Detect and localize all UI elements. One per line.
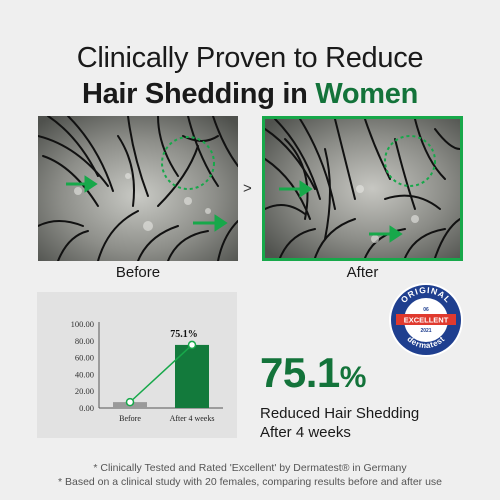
result-description: Reduced Hair Shedding After 4 weeks (260, 404, 419, 442)
y-tick-label: 80.00 (75, 336, 94, 346)
seal-bottom-text: dermatest (405, 334, 446, 350)
y-tick-label: 20.00 (75, 386, 94, 396)
svg-text:dermatest: dermatest (405, 334, 446, 350)
data-label: 75.1% (170, 329, 198, 340)
point-marker-0 (125, 397, 135, 407)
seal-rating: EXCELLENT (404, 316, 449, 325)
chart-panel: 100.00 80.00 60.00 40.00 20.00 0.00 Before Afte… (37, 292, 237, 438)
dermatest-seal: ORIGINAL dermatest 06 EXCELLENT 2021 (388, 282, 464, 358)
headline-line-2: Hair Shedding in Women (0, 76, 500, 112)
before-highlight-circle (161, 136, 215, 190)
result-desc-line-2: After 4 weeks (260, 424, 351, 441)
shedding-bar-chart: 100.00 80.00 60.00 40.00 20.00 0.00 Before Afte… (71, 319, 223, 423)
before-label: Before (115, 264, 161, 281)
after-scalp-photo (262, 116, 463, 261)
result-percentage: 75.1% (260, 352, 366, 394)
y-tick-label: 40.00 (75, 369, 94, 379)
headline-line-1: Clinically Proven to Reduce (76, 42, 424, 74)
after-highlight-circle (384, 135, 436, 187)
connector-line (129, 344, 193, 403)
after-label: After (346, 264, 379, 281)
after-arrows (279, 180, 403, 243)
y-tick-label: 0.00 (79, 403, 94, 413)
headline: Clinically Proven to Reduce Hair Sheddin… (0, 40, 500, 112)
before-arrows (66, 175, 228, 232)
footnote-2: * Based on a clinical study with 20 fema… (57, 476, 443, 488)
dermatest-seal-graphic: ORIGINAL dermatest 06 EXCELLENT 2021 (389, 283, 463, 357)
before-hair-illustration (38, 116, 238, 261)
before-after-chevron: > (243, 180, 252, 197)
after-hair-illustration (265, 119, 460, 258)
before-scalp-photo (38, 116, 238, 261)
result-value: 75.1 (260, 349, 340, 396)
y-tick-label: 60.00 (75, 353, 94, 363)
x-tick-label: Before (119, 414, 141, 423)
headline-line-2-prefix: Hair Shedding in (81, 78, 308, 110)
bar-1 (175, 344, 209, 408)
footnote-1: * Clinically Tested and Rated 'Excellent… (93, 462, 407, 474)
seal-year: 2021 (420, 328, 431, 334)
result-desc-line-1: Reduced Hair Shedding (260, 405, 420, 422)
point-marker-1 (187, 340, 197, 350)
headline-accent-word: Women (315, 78, 419, 110)
seal-rating-number: 06 (423, 307, 429, 313)
result-unit: % (339, 361, 367, 394)
y-tick-label: 100.00 (71, 319, 94, 329)
x-tick-label: After 4 weeks (170, 414, 215, 423)
